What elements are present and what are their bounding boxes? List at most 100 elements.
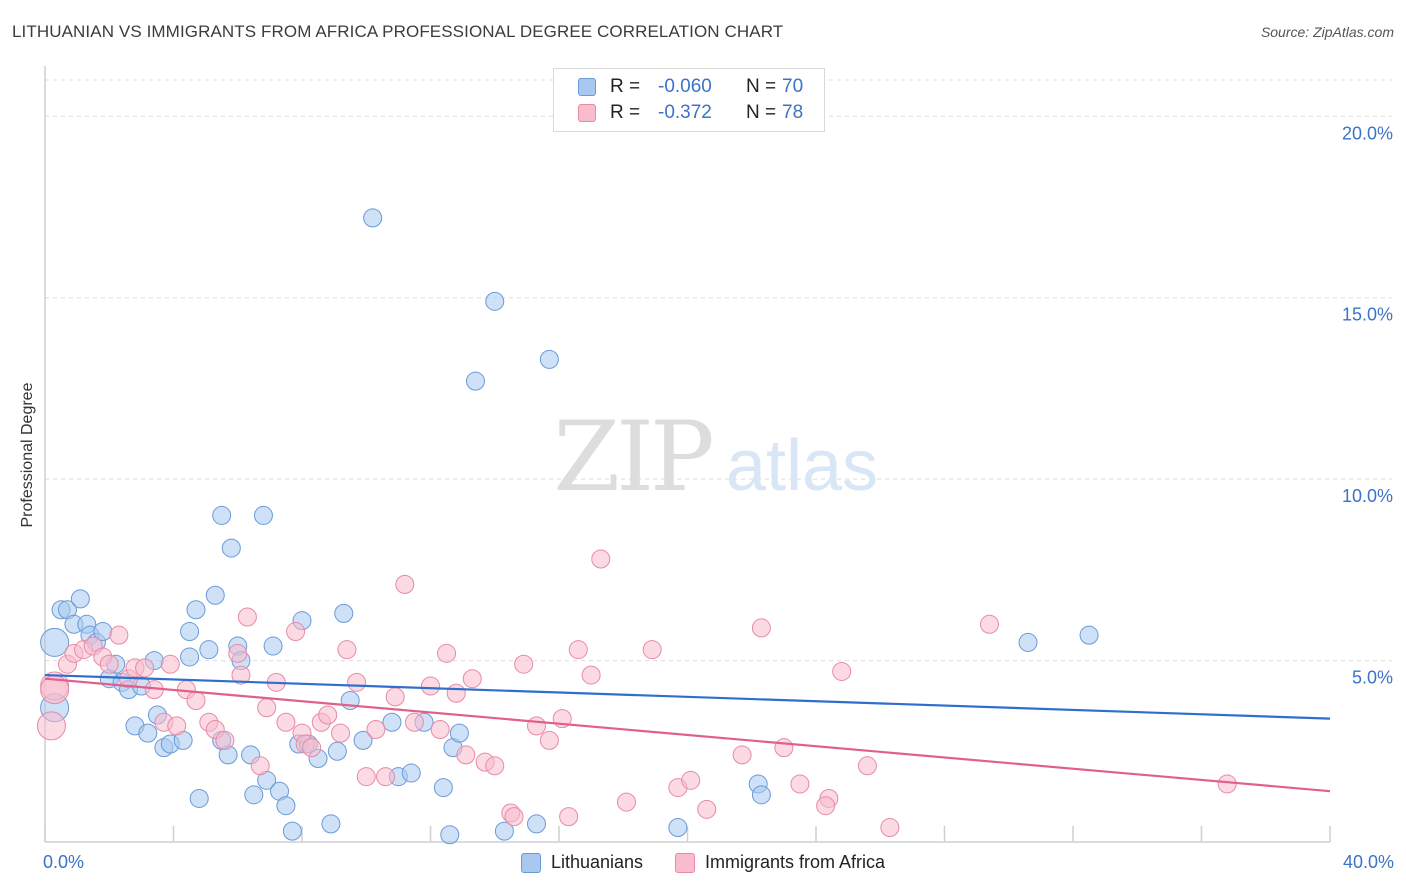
point-lithuanians (138, 723, 158, 743)
series-legend: Lithuanians Immigrants from Africa (0, 852, 1406, 873)
point-lithuanians (1079, 625, 1099, 645)
point-africa (186, 690, 206, 710)
point-africa (790, 774, 810, 794)
point-africa (774, 738, 794, 758)
point-lithuanians (212, 505, 232, 525)
n-label: N = (746, 102, 777, 123)
point-africa (257, 698, 277, 718)
point-africa (751, 618, 771, 638)
point-africa (732, 745, 752, 765)
point-africa (36, 711, 66, 741)
point-lithuanians (244, 785, 264, 805)
point-lithuanians (449, 723, 469, 743)
point-lithuanians (751, 785, 771, 805)
point-lithuanians (363, 208, 383, 228)
point-africa (446, 683, 466, 703)
point-lithuanians (485, 291, 505, 311)
point-lithuanians (180, 647, 200, 667)
point-lithuanians (180, 622, 200, 642)
legend-item-lithuanians[interactable]: Lithuanians (520, 852, 644, 873)
x-tick-label-min: 0.0% (43, 852, 85, 872)
point-lithuanians (186, 600, 206, 620)
y-tick-label: 5.0% (1352, 668, 1393, 688)
point-africa (697, 799, 717, 819)
point-africa (616, 792, 636, 812)
grid-lines (45, 79, 1392, 662)
point-africa (485, 756, 505, 776)
point-africa (302, 738, 322, 758)
point-africa (160, 654, 180, 674)
legend-item-africa[interactable]: Immigrants from Africa (675, 852, 885, 873)
legend-label-lithuanians: Lithuanians (550, 852, 644, 872)
trend-line-lithuanians (44, 673, 1331, 720)
point-lithuanians (465, 371, 485, 391)
source-label: Source: ZipAtlas.com (1260, 24, 1394, 40)
data-points (36, 208, 1237, 845)
point-africa (421, 676, 440, 696)
point-africa (857, 756, 877, 776)
point-africa (504, 807, 524, 827)
point-africa (366, 720, 386, 740)
point-africa (581, 665, 601, 685)
point-lithuanians (70, 589, 90, 609)
point-africa (395, 574, 415, 594)
point-lithuanians (205, 585, 225, 605)
r-label: R = (610, 76, 641, 97)
point-africa (642, 640, 662, 660)
point-lithuanians (401, 763, 421, 783)
point-africa (376, 767, 396, 787)
point-africa (228, 643, 248, 663)
point-africa (337, 640, 357, 660)
n-value: 78 (782, 102, 804, 123)
point-africa (880, 817, 900, 837)
point-lithuanians (1018, 632, 1038, 652)
watermark-zip: ZIP (553, 401, 712, 513)
point-africa (276, 712, 296, 732)
point-lithuanians (253, 505, 273, 525)
legend-swatch-lithuanians (578, 78, 596, 96)
legend-swatch-africa (675, 852, 696, 873)
point-lithuanians (282, 821, 302, 841)
point-lithuanians (263, 636, 283, 656)
point-africa (1217, 774, 1237, 794)
point-africa (250, 756, 270, 776)
point-lithuanians (189, 788, 209, 808)
point-lithuanians (539, 349, 559, 369)
x-tick-label-max: 40.0% (1342, 852, 1394, 872)
point-africa (99, 654, 119, 674)
n-label: N = (746, 76, 777, 97)
point-africa (404, 712, 424, 732)
point-lithuanians (494, 821, 514, 841)
point-lithuanians (668, 817, 688, 837)
legend-row-africa: R = -0.372 N = 78 (578, 101, 803, 125)
point-africa (109, 625, 129, 645)
point-africa (237, 607, 257, 627)
point-africa (559, 807, 579, 827)
chart-title: LITHUANIAN VS IMMIGRANTS FROM AFRICA PRO… (12, 22, 784, 41)
legend-row-lithuanians: R = -0.060 N = 70 (578, 75, 803, 99)
point-lithuanians (321, 814, 341, 834)
r-value: -0.372 (658, 102, 712, 123)
point-lithuanians (440, 825, 460, 845)
point-africa (456, 745, 476, 765)
point-africa (527, 716, 547, 736)
point-africa (385, 687, 405, 707)
trend-lines (44, 673, 1331, 793)
point-africa (356, 767, 376, 787)
point-africa (347, 672, 367, 692)
point-africa (462, 669, 482, 689)
watermark-atlas: atlas (726, 426, 878, 506)
legend-swatch-lithuanians (520, 852, 541, 873)
n-value: 70 (782, 76, 804, 97)
point-africa (437, 643, 457, 663)
point-africa (167, 716, 187, 736)
point-lithuanians (382, 712, 402, 732)
watermark: ZIP atlas (553, 401, 878, 513)
y-tick-label: 20.0% (1342, 123, 1393, 143)
point-africa (681, 770, 701, 790)
point-africa (318, 705, 338, 725)
point-africa (816, 796, 836, 816)
point-africa (286, 622, 306, 642)
point-lithuanians (327, 741, 347, 761)
